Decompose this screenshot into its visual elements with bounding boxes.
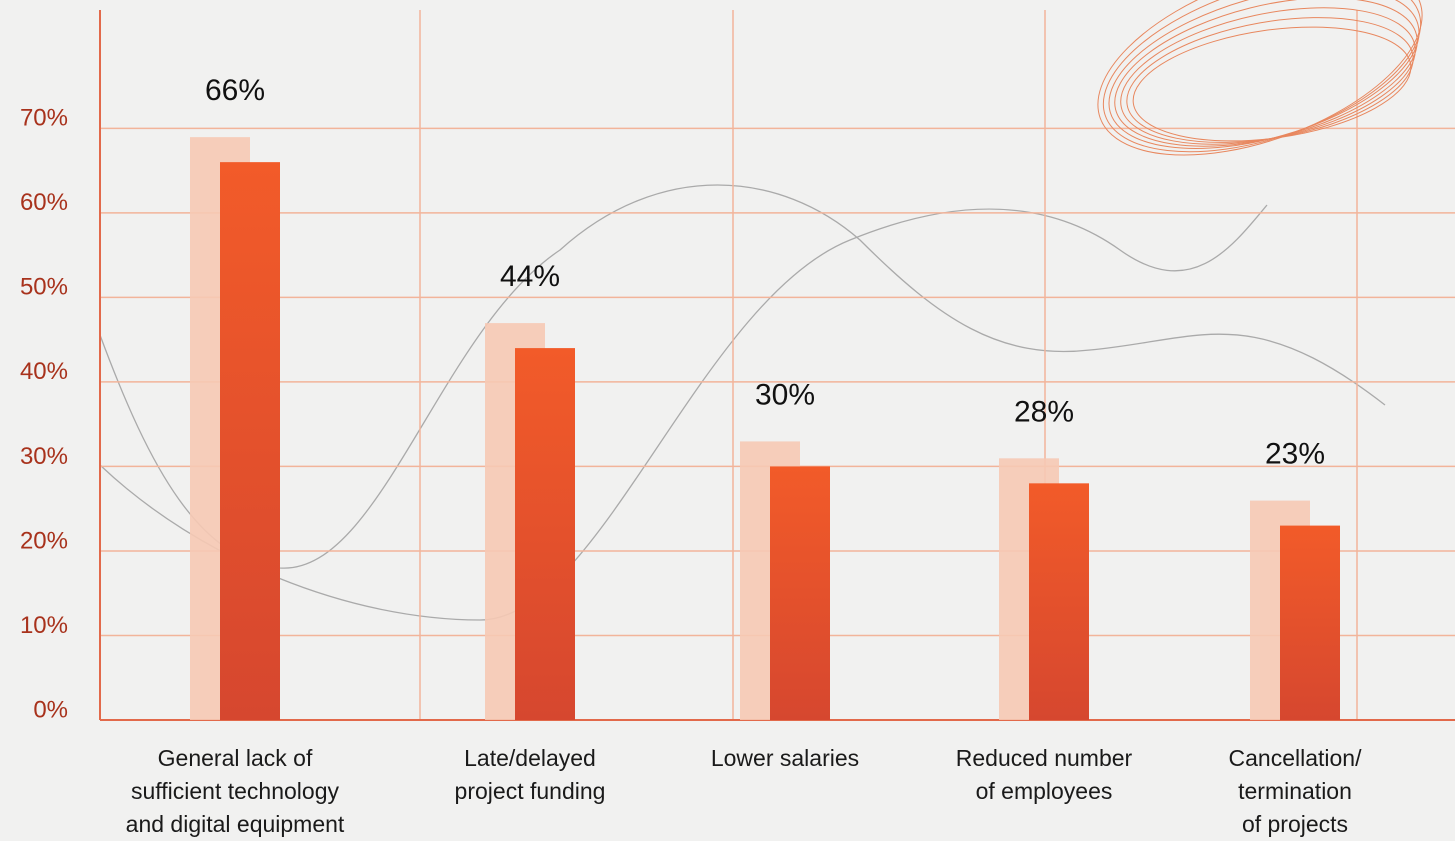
value-label: 28% bbox=[1014, 395, 1074, 428]
y-tick-label: 60% bbox=[20, 189, 68, 216]
y-tick-label: 50% bbox=[20, 274, 68, 301]
chart: 0% 10% 20% 30% 40% 50% 60% 70% 66% 44% 30% 28% 23% bbox=[0, 0, 1455, 839]
bar bbox=[220, 162, 280, 720]
y-tick-label: 40% bbox=[20, 358, 68, 385]
x-tick-label: General lack of sufficient technology an… bbox=[85, 742, 385, 841]
bar bbox=[770, 466, 830, 720]
value-label: 23% bbox=[1265, 438, 1325, 471]
value-label: 30% bbox=[755, 378, 815, 411]
x-tick-label: Cancellation/ termination of projects bbox=[1145, 742, 1445, 841]
y-tick-label: 30% bbox=[20, 443, 68, 470]
page: 0% 10% 20% 30% 40% 50% 60% 70% 66% 44% 30% 28% 23% G… bbox=[0, 0, 1455, 839]
y-tick-label: 10% bbox=[20, 612, 68, 639]
bar bbox=[1029, 483, 1089, 720]
bar bbox=[1280, 526, 1340, 720]
y-tick-label: 70% bbox=[20, 105, 68, 132]
value-label: 66% bbox=[205, 74, 265, 107]
x-tick-label: Lower salaries bbox=[635, 742, 935, 775]
y-tick-label: 20% bbox=[20, 527, 68, 554]
swirl bbox=[1073, 0, 1447, 193]
value-label: 44% bbox=[500, 260, 560, 293]
y-tick-label: 0% bbox=[33, 696, 68, 723]
bar bbox=[515, 348, 575, 720]
